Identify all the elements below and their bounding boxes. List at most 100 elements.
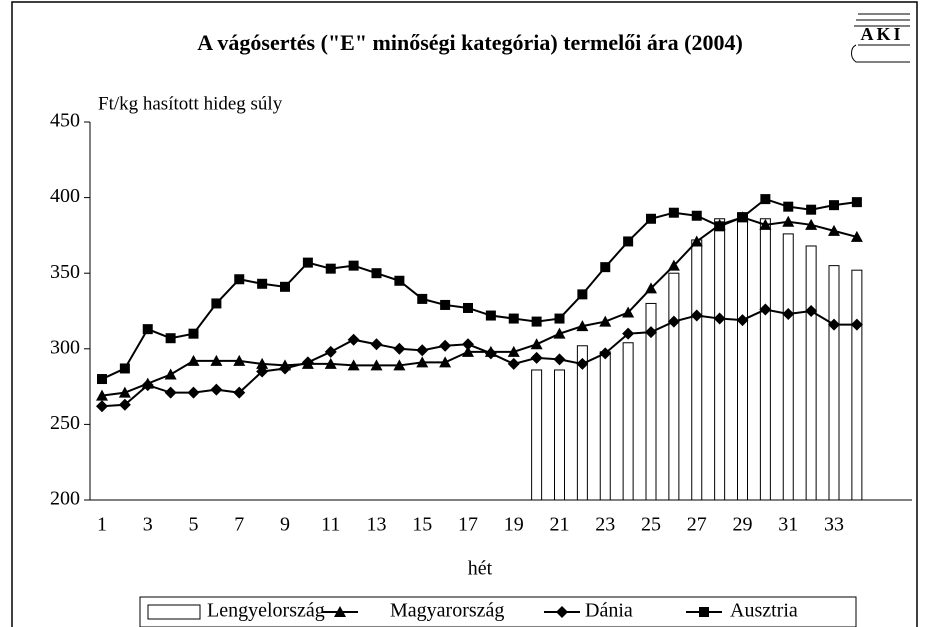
marker xyxy=(324,345,337,358)
marker xyxy=(393,342,406,355)
marker xyxy=(417,293,428,304)
marker xyxy=(530,351,543,364)
marker xyxy=(645,282,657,294)
bar xyxy=(531,369,543,501)
bar xyxy=(714,218,726,501)
marker xyxy=(713,312,726,325)
marker xyxy=(530,338,543,350)
marker xyxy=(256,357,269,369)
marker xyxy=(211,298,222,309)
marker xyxy=(553,353,566,366)
marker xyxy=(507,357,520,370)
x-tick-label: 3 xyxy=(143,514,153,536)
marker xyxy=(577,289,588,300)
bar xyxy=(851,269,863,501)
bar xyxy=(645,302,657,501)
legend-label: Dánia xyxy=(585,600,633,622)
marker xyxy=(462,345,474,357)
marker xyxy=(690,235,703,247)
marker xyxy=(370,359,383,371)
bar xyxy=(668,272,680,501)
marker xyxy=(484,347,497,360)
marker xyxy=(347,333,360,346)
series-line xyxy=(101,197,858,380)
chart-title: A vágósertés ("E" minőségi kategória) te… xyxy=(197,30,743,55)
legend-label: Lengyelország xyxy=(207,600,325,622)
x-tick-label: 27 xyxy=(687,514,707,536)
x-tick-label: 31 xyxy=(778,514,798,536)
marker xyxy=(439,356,452,368)
chart-border xyxy=(11,1,918,627)
marker xyxy=(164,368,177,380)
logo: AKI xyxy=(851,13,910,63)
bar xyxy=(828,265,840,501)
marker xyxy=(783,201,794,212)
marker xyxy=(850,318,863,331)
marker xyxy=(141,379,154,392)
marker xyxy=(324,357,337,369)
bar xyxy=(805,245,817,501)
marker xyxy=(599,315,612,327)
marker xyxy=(210,354,223,366)
bar xyxy=(599,351,611,501)
marker xyxy=(782,215,795,227)
bar xyxy=(782,233,794,501)
x-tick-label: 19 xyxy=(504,514,524,536)
marker xyxy=(576,357,589,370)
marker xyxy=(187,354,200,366)
marker xyxy=(256,365,269,378)
marker xyxy=(440,299,451,310)
y-tick-label: 200 xyxy=(50,488,80,510)
x-tick-label: 11 xyxy=(321,514,340,536)
marker xyxy=(760,194,771,205)
marker xyxy=(645,326,657,339)
y-tick-label: 300 xyxy=(50,336,80,358)
marker xyxy=(119,363,130,374)
marker xyxy=(759,218,772,230)
x-tick-label: 33 xyxy=(824,514,844,536)
marker xyxy=(96,389,108,401)
marker xyxy=(691,210,702,221)
marker xyxy=(96,400,108,413)
legend xyxy=(139,596,857,627)
marker xyxy=(371,268,382,279)
marker xyxy=(576,320,589,332)
bar xyxy=(554,369,565,501)
marker xyxy=(165,333,176,344)
marker xyxy=(164,386,177,399)
legend-label: Ausztria xyxy=(730,600,798,622)
marker xyxy=(210,383,223,396)
marker xyxy=(667,315,680,328)
bar xyxy=(759,218,771,501)
marker xyxy=(142,324,153,335)
legend-swatch xyxy=(147,604,201,620)
x-tick-label: 5 xyxy=(189,514,199,536)
marker xyxy=(416,344,429,357)
marker xyxy=(279,362,291,375)
x-tick-label: 21 xyxy=(550,514,570,536)
marker xyxy=(233,386,246,399)
marker xyxy=(485,310,496,321)
series-line xyxy=(101,308,857,408)
marker xyxy=(556,606,568,618)
x-tick-label: 25 xyxy=(641,514,661,536)
marker xyxy=(370,338,383,351)
marker xyxy=(325,263,336,274)
x-tick-label: 7 xyxy=(234,514,244,536)
marker xyxy=(622,327,635,340)
marker xyxy=(759,303,772,316)
marker xyxy=(714,221,725,232)
x-tick-label: 9 xyxy=(280,514,290,536)
legend-label: Magyarország xyxy=(390,600,504,622)
marker xyxy=(188,328,199,339)
marker xyxy=(668,207,679,218)
marker xyxy=(508,313,519,324)
x-tick-label: 15 xyxy=(412,514,432,536)
marker xyxy=(348,260,359,271)
marker xyxy=(599,347,612,360)
marker xyxy=(850,230,863,242)
marker xyxy=(347,359,360,371)
marker xyxy=(622,306,635,318)
bar xyxy=(691,239,703,501)
marker xyxy=(737,212,748,223)
